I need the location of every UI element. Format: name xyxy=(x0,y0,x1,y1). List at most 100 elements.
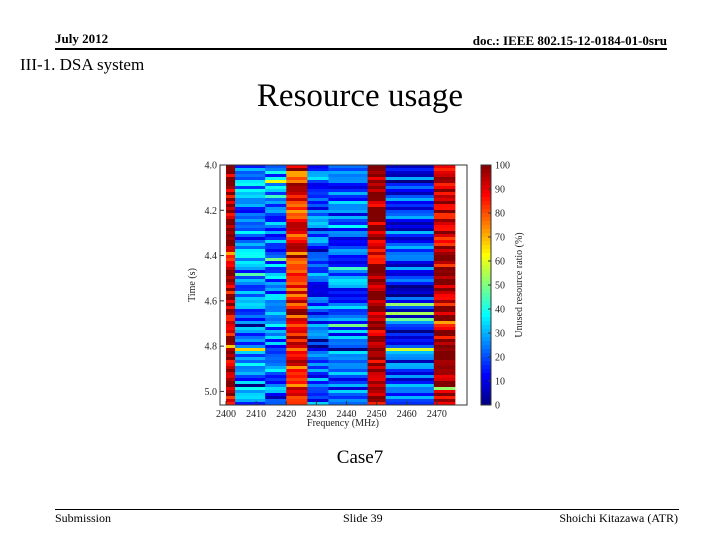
heatmap-cell-1-9 xyxy=(235,192,266,196)
heatmap-cell-5-66 xyxy=(328,363,368,367)
heatmap-cell-5-69 xyxy=(328,372,368,376)
heatmap-cell-0-59 xyxy=(226,342,236,346)
colorbar-step-5 xyxy=(481,185,491,190)
heatmap-cell-6-35 xyxy=(367,270,387,274)
colorbar-tick-label-4: 60 xyxy=(495,257,505,268)
heatmap-cell-3-33 xyxy=(286,264,308,268)
heatmap-cell-6-41 xyxy=(367,288,387,292)
colorbar-tick-label-1: 90 xyxy=(495,185,505,196)
heatmap-cell-3-71 xyxy=(286,378,308,382)
heatmap-cell-8-77 xyxy=(433,396,456,400)
heatmap-cell-4-64 xyxy=(307,357,329,361)
heatmap-cell-2-21 xyxy=(265,228,287,232)
heatmap-cell-2-58 xyxy=(265,339,287,343)
heatmap-cell-8-38 xyxy=(433,279,456,283)
heatmap-cell-6-4 xyxy=(367,177,387,181)
heatmap-cell-5-75 xyxy=(328,390,368,394)
heatmap-cell-7-55 xyxy=(385,330,435,334)
heatmap-cell-8-58 xyxy=(433,339,456,343)
x-axis-label: Frequency (MHz) xyxy=(307,418,379,429)
heatmap-cell-3-12 xyxy=(286,201,308,205)
x-tick-label-7: 2470 xyxy=(427,409,447,420)
heatmap-cell-5-29 xyxy=(328,252,368,256)
heatmap-cell-5-3 xyxy=(328,174,368,178)
heatmap-cell-8-33 xyxy=(433,264,456,268)
heatmap-cell-8-15 xyxy=(433,210,456,214)
heatmap-cell-8-7 xyxy=(433,186,456,190)
heatmap-cell-0-11 xyxy=(226,198,236,202)
heatmap-cell-3-15 xyxy=(286,210,308,214)
heatmap-cell-0-26 xyxy=(226,243,236,247)
colorbar-step-56 xyxy=(481,389,491,394)
heatmap-cell-6-66 xyxy=(367,363,387,367)
heatmap-cell-2-71 xyxy=(265,378,287,382)
heatmap-cell-5-31 xyxy=(328,258,368,262)
colorbar-step-0 xyxy=(481,165,491,170)
heatmap-cell-4-19 xyxy=(307,222,329,226)
heatmap-cell-7-65 xyxy=(385,360,435,364)
heatmap-cell-2-43 xyxy=(265,294,287,298)
heatmap-cell-2-32 xyxy=(265,261,287,265)
heatmap-cell-1-66 xyxy=(235,363,266,367)
heatmap-cell-5-19 xyxy=(328,222,368,226)
heatmap-cell-4-0 xyxy=(307,165,329,169)
heatmap-cell-7-24 xyxy=(385,237,435,241)
heatmap-cell-8-48 xyxy=(433,309,456,313)
heatmap-cell-1-21 xyxy=(235,228,266,232)
heatmap-cell-6-43 xyxy=(367,294,387,298)
heatmap-cell-1-71 xyxy=(235,378,266,382)
heatmap-cell-2-78 xyxy=(265,399,287,403)
heatmap-cell-7-30 xyxy=(385,255,435,259)
heatmap-cell-8-10 xyxy=(433,195,456,199)
heatmap-cell-3-43 xyxy=(286,294,308,298)
heatmap-cell-6-22 xyxy=(367,231,387,235)
heatmap-cell-7-69 xyxy=(385,372,435,376)
heatmap-cell-3-55 xyxy=(286,330,308,334)
heatmap-cell-4-41 xyxy=(307,288,329,292)
heatmap-cell-3-4 xyxy=(286,177,308,181)
heatmap-cell-6-9 xyxy=(367,192,387,196)
heatmap-cell-8-62 xyxy=(433,351,456,355)
heatmap-cell-8-50 xyxy=(433,315,456,319)
heatmap-cell-6-53 xyxy=(367,324,387,328)
heatmap-cell-6-69 xyxy=(367,372,387,376)
heatmap-cell-2-29 xyxy=(265,252,287,256)
heatmap-cell-1-33 xyxy=(235,264,266,268)
heatmap-cell-7-2 xyxy=(385,171,435,175)
heatmap-cell-1-5 xyxy=(235,180,266,184)
heatmap-cell-2-67 xyxy=(265,366,287,370)
heatmap-cell-2-28 xyxy=(265,249,287,253)
x-tick-label-2: 2420 xyxy=(276,409,296,420)
heatmap-cell-4-48 xyxy=(307,309,329,313)
heatmap-cell-5-35 xyxy=(328,270,368,274)
heatmap-cell-4-52 xyxy=(307,321,329,325)
colorbar-step-54 xyxy=(481,381,491,386)
heatmap-cell-3-17 xyxy=(286,216,308,220)
heatmap-cell-3-25 xyxy=(286,240,308,244)
heatmap-cell-2-1 xyxy=(265,168,287,172)
heatmap-cell-5-14 xyxy=(328,207,368,211)
heatmap-cell-0-57 xyxy=(226,336,236,340)
heatmap-cell-3-49 xyxy=(286,312,308,316)
heatmap-cell-6-15 xyxy=(367,210,387,214)
colorbar-step-37 xyxy=(481,313,491,318)
heatmap-cell-4-7 xyxy=(307,186,329,190)
heatmap-cell-0-29 xyxy=(226,252,236,256)
heatmap-cell-8-31 xyxy=(433,258,456,262)
heatmap-cell-0-73 xyxy=(226,384,236,388)
heatmap-cell-8-44 xyxy=(433,297,456,301)
heatmap-cell-8-30 xyxy=(433,255,456,259)
heatmap-cell-7-58 xyxy=(385,339,435,343)
heatmap-cell-7-48 xyxy=(385,309,435,313)
heatmap-cell-0-9 xyxy=(226,192,236,196)
heatmap-cell-4-53 xyxy=(307,324,329,328)
heatmap-cell-2-70 xyxy=(265,375,287,379)
heatmap-cell-4-54 xyxy=(307,327,329,331)
heatmap-cell-6-31 xyxy=(367,258,387,262)
heatmap-cell-1-51 xyxy=(235,318,266,322)
heatmap-cell-8-24 xyxy=(433,237,456,241)
heatmap-cell-2-6 xyxy=(265,183,287,187)
heatmap-cell-3-6 xyxy=(286,183,308,187)
heatmap-cell-8-13 xyxy=(433,204,456,208)
colorbar-step-15 xyxy=(481,225,491,230)
